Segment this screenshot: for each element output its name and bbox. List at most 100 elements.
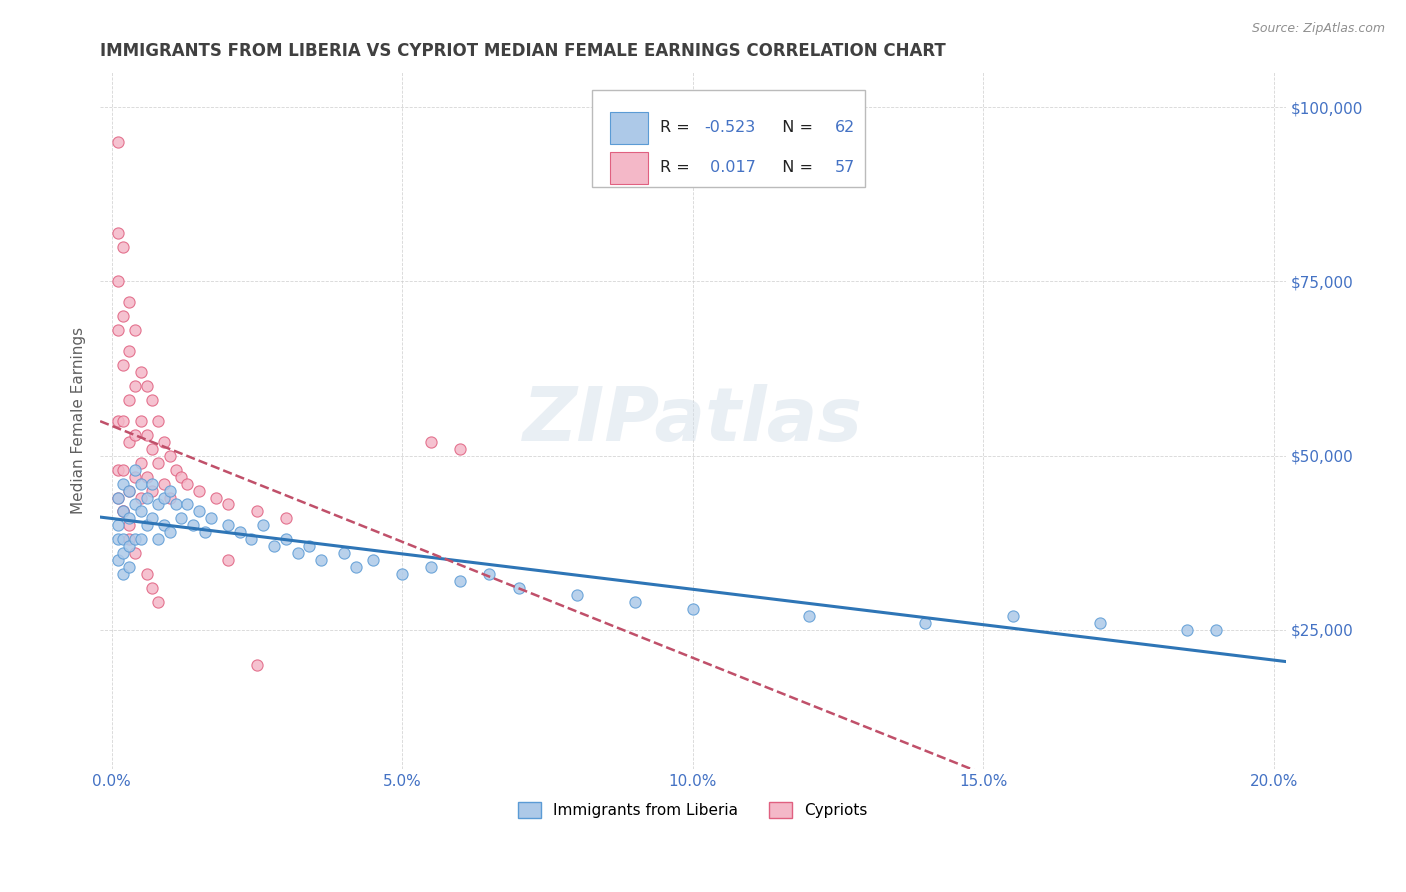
Point bbox=[200, 511, 222, 525]
Point bbox=[148, 456, 170, 470]
Point bbox=[118, 344, 141, 359]
Point bbox=[449, 442, 471, 456]
Text: 62: 62 bbox=[835, 120, 855, 136]
FancyBboxPatch shape bbox=[610, 112, 648, 144]
Point bbox=[274, 511, 297, 525]
Point bbox=[181, 518, 204, 533]
Point bbox=[1205, 623, 1227, 637]
Point bbox=[623, 595, 645, 609]
Point bbox=[107, 275, 129, 289]
Point bbox=[124, 498, 146, 512]
Point bbox=[107, 135, 129, 149]
Point bbox=[333, 546, 356, 560]
Point bbox=[124, 533, 146, 547]
Point bbox=[129, 533, 152, 547]
Point bbox=[420, 434, 443, 449]
Point bbox=[135, 491, 157, 505]
Point bbox=[246, 504, 269, 518]
Point bbox=[129, 456, 152, 470]
Point bbox=[217, 553, 239, 567]
Point bbox=[252, 518, 274, 533]
Point bbox=[263, 539, 285, 553]
Point bbox=[135, 518, 157, 533]
Point bbox=[129, 491, 152, 505]
Point bbox=[914, 615, 936, 630]
Point bbox=[159, 491, 181, 505]
Point bbox=[124, 546, 146, 560]
Point bbox=[148, 533, 170, 547]
Point bbox=[165, 463, 187, 477]
Point bbox=[107, 491, 129, 505]
Point bbox=[118, 518, 141, 533]
Text: 0.017: 0.017 bbox=[704, 161, 755, 175]
Point bbox=[118, 533, 141, 547]
Point bbox=[112, 504, 135, 518]
Point bbox=[274, 533, 297, 547]
Point bbox=[170, 511, 193, 525]
Point bbox=[205, 491, 228, 505]
Point bbox=[129, 504, 152, 518]
Point bbox=[153, 434, 176, 449]
Point bbox=[194, 525, 217, 540]
Point bbox=[112, 504, 135, 518]
Point bbox=[309, 553, 332, 567]
Point bbox=[135, 469, 157, 483]
Point bbox=[449, 574, 471, 589]
Point bbox=[129, 476, 152, 491]
Text: N =: N = bbox=[772, 120, 818, 136]
Point bbox=[187, 504, 209, 518]
Point bbox=[107, 533, 129, 547]
Point bbox=[112, 358, 135, 372]
Point bbox=[112, 546, 135, 560]
Text: Source: ZipAtlas.com: Source: ZipAtlas.com bbox=[1251, 22, 1385, 36]
Point bbox=[107, 226, 129, 240]
Point bbox=[153, 476, 176, 491]
Point bbox=[107, 323, 129, 337]
Point bbox=[112, 504, 135, 518]
Point bbox=[508, 581, 530, 595]
Point bbox=[165, 498, 187, 512]
Point bbox=[176, 498, 198, 512]
Point bbox=[159, 525, 181, 540]
FancyBboxPatch shape bbox=[592, 90, 865, 187]
Point bbox=[118, 483, 141, 498]
Point bbox=[148, 414, 170, 428]
Point bbox=[107, 463, 129, 477]
Point bbox=[112, 463, 135, 477]
Point bbox=[1175, 623, 1198, 637]
Text: ZIPatlas: ZIPatlas bbox=[523, 384, 863, 458]
Point bbox=[391, 567, 413, 582]
FancyBboxPatch shape bbox=[610, 152, 648, 184]
Point bbox=[118, 483, 141, 498]
Point bbox=[176, 476, 198, 491]
Point bbox=[124, 469, 146, 483]
Text: R =: R = bbox=[659, 120, 695, 136]
Point bbox=[112, 476, 135, 491]
Legend: Immigrants from Liberia, Cypriots: Immigrants from Liberia, Cypriots bbox=[512, 797, 873, 824]
Point bbox=[129, 414, 152, 428]
Point bbox=[129, 365, 152, 379]
Point bbox=[141, 511, 163, 525]
Point bbox=[141, 581, 163, 595]
Point bbox=[107, 414, 129, 428]
Point bbox=[135, 427, 157, 442]
Point bbox=[478, 567, 501, 582]
Point bbox=[682, 602, 704, 616]
Point bbox=[148, 498, 170, 512]
Point bbox=[141, 392, 163, 407]
Point bbox=[124, 323, 146, 337]
Point bbox=[112, 533, 135, 547]
Point bbox=[141, 442, 163, 456]
Point bbox=[298, 539, 321, 553]
Point bbox=[246, 657, 269, 672]
Point bbox=[361, 553, 384, 567]
Point bbox=[217, 518, 239, 533]
Point bbox=[141, 476, 163, 491]
Point bbox=[124, 379, 146, 393]
Point bbox=[118, 560, 141, 574]
Point bbox=[118, 295, 141, 310]
Point bbox=[148, 595, 170, 609]
Point bbox=[107, 491, 129, 505]
Point bbox=[118, 511, 141, 525]
Point bbox=[240, 533, 263, 547]
